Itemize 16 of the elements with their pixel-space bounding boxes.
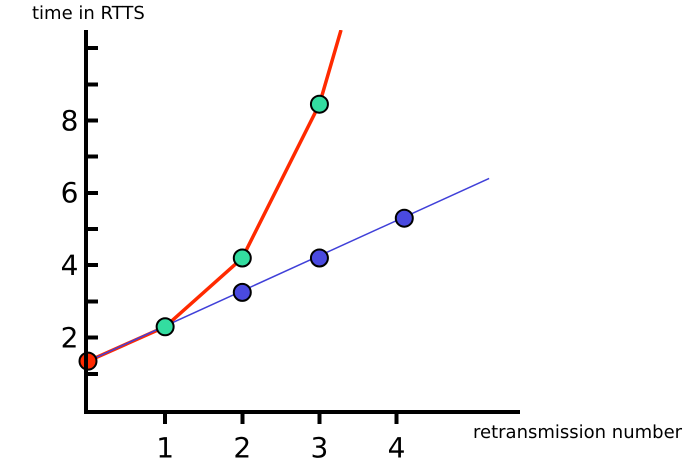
y-tick-label: 6 (60, 176, 78, 210)
point (156, 317, 175, 336)
y-tick-label: 8 (60, 104, 78, 138)
x-tick-label: 4 (388, 432, 406, 461)
x-tick-label: 2 (233, 432, 252, 461)
point (394, 208, 414, 228)
x-tick-label: 3 (310, 432, 328, 461)
y-axis-title: time in RTTS (32, 3, 145, 24)
point (232, 282, 252, 302)
point (310, 94, 329, 114)
y-tick-label: 2 (60, 321, 78, 354)
x-axis-title: retransmission number (473, 422, 683, 443)
point (310, 248, 329, 268)
x-tick-label: 1 (156, 432, 174, 461)
y-tick-label: 4 (60, 249, 78, 282)
point (232, 248, 252, 268)
